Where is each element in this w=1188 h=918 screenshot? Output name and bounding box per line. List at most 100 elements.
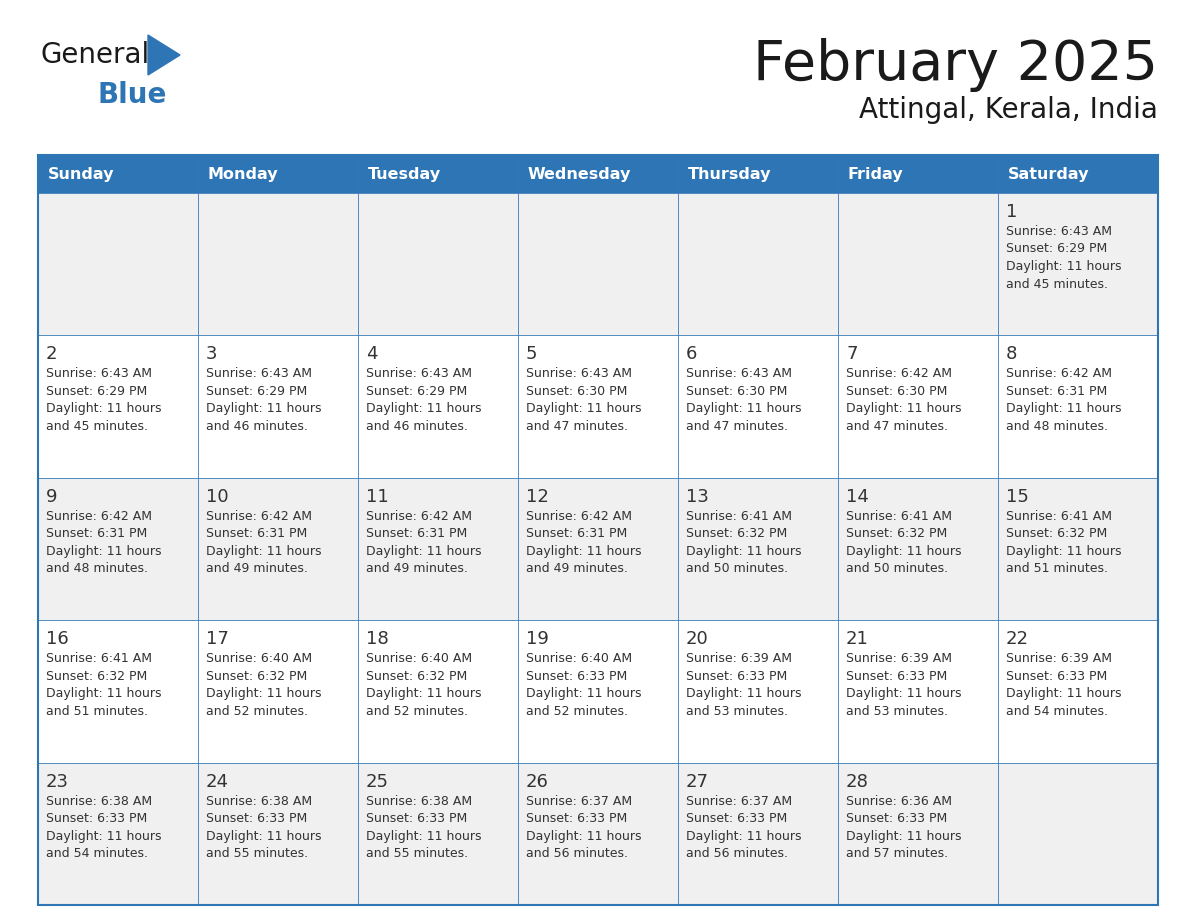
Text: Sunday: Sunday — [48, 166, 114, 182]
Text: 4: 4 — [366, 345, 378, 364]
Text: Daylight: 11 hours: Daylight: 11 hours — [206, 688, 322, 700]
Text: 23: 23 — [46, 773, 69, 790]
Text: Sunset: 6:33 PM: Sunset: 6:33 PM — [846, 812, 947, 825]
Text: and 51 minutes.: and 51 minutes. — [1006, 563, 1108, 576]
Text: 28: 28 — [846, 773, 868, 790]
Text: 10: 10 — [206, 487, 228, 506]
Text: Daylight: 11 hours: Daylight: 11 hours — [366, 402, 481, 416]
Text: Friday: Friday — [847, 166, 903, 182]
Text: 2: 2 — [46, 345, 57, 364]
Bar — [838, 621, 998, 763]
Text: Sunrise: 6:42 AM: Sunrise: 6:42 AM — [846, 367, 952, 380]
Text: 9: 9 — [46, 487, 57, 506]
Text: Sunrise: 6:41 AM: Sunrise: 6:41 AM — [685, 509, 792, 522]
Text: Sunrise: 6:43 AM: Sunrise: 6:43 AM — [366, 367, 472, 380]
Text: Daylight: 11 hours: Daylight: 11 hours — [846, 402, 961, 416]
Text: Sunset: 6:32 PM: Sunset: 6:32 PM — [846, 527, 947, 541]
Text: 21: 21 — [846, 630, 868, 648]
Bar — [678, 763, 838, 905]
Bar — [518, 621, 678, 763]
Text: Sunset: 6:32 PM: Sunset: 6:32 PM — [1006, 527, 1107, 541]
Bar — [518, 193, 678, 335]
Text: and 49 minutes.: and 49 minutes. — [526, 563, 628, 576]
Text: Daylight: 11 hours: Daylight: 11 hours — [206, 544, 322, 558]
Text: Sunset: 6:33 PM: Sunset: 6:33 PM — [46, 812, 147, 825]
Text: 7: 7 — [846, 345, 858, 364]
Text: Sunset: 6:30 PM: Sunset: 6:30 PM — [846, 385, 947, 397]
Text: Daylight: 11 hours: Daylight: 11 hours — [46, 688, 162, 700]
Bar — [518, 477, 678, 621]
Text: and 47 minutes.: and 47 minutes. — [526, 420, 628, 433]
Text: Daylight: 11 hours: Daylight: 11 hours — [46, 402, 162, 416]
Text: Saturday: Saturday — [1007, 166, 1089, 182]
Text: Daylight: 11 hours: Daylight: 11 hours — [526, 402, 642, 416]
Text: Sunset: 6:32 PM: Sunset: 6:32 PM — [206, 670, 308, 683]
Text: 22: 22 — [1006, 630, 1029, 648]
Text: February 2025: February 2025 — [753, 38, 1158, 92]
Bar — [358, 477, 518, 621]
Text: and 47 minutes.: and 47 minutes. — [685, 420, 788, 433]
Text: Daylight: 11 hours: Daylight: 11 hours — [1006, 544, 1121, 558]
Text: Sunrise: 6:42 AM: Sunrise: 6:42 AM — [366, 509, 472, 522]
Bar — [38, 155, 198, 193]
Text: Sunset: 6:33 PM: Sunset: 6:33 PM — [685, 670, 788, 683]
Text: Attingal, Kerala, India: Attingal, Kerala, India — [859, 96, 1158, 124]
Text: Sunrise: 6:40 AM: Sunrise: 6:40 AM — [526, 652, 632, 666]
Text: Daylight: 11 hours: Daylight: 11 hours — [366, 544, 481, 558]
Text: Sunset: 6:31 PM: Sunset: 6:31 PM — [46, 527, 147, 541]
Bar — [838, 155, 998, 193]
Text: and 45 minutes.: and 45 minutes. — [46, 420, 148, 433]
Bar — [838, 477, 998, 621]
Text: Daylight: 11 hours: Daylight: 11 hours — [685, 544, 802, 558]
Bar — [678, 477, 838, 621]
Text: Sunrise: 6:39 AM: Sunrise: 6:39 AM — [846, 652, 952, 666]
Text: and 49 minutes.: and 49 minutes. — [366, 563, 468, 576]
Text: Sunrise: 6:41 AM: Sunrise: 6:41 AM — [1006, 509, 1112, 522]
Text: Sunset: 6:31 PM: Sunset: 6:31 PM — [526, 527, 627, 541]
Text: Sunset: 6:29 PM: Sunset: 6:29 PM — [46, 385, 147, 397]
Text: Sunrise: 6:43 AM: Sunrise: 6:43 AM — [206, 367, 312, 380]
Bar — [678, 621, 838, 763]
Text: and 54 minutes.: and 54 minutes. — [1006, 705, 1108, 718]
Text: Sunset: 6:33 PM: Sunset: 6:33 PM — [1006, 670, 1107, 683]
Bar — [358, 193, 518, 335]
Text: Sunrise: 6:42 AM: Sunrise: 6:42 AM — [526, 509, 632, 522]
Text: Daylight: 11 hours: Daylight: 11 hours — [526, 688, 642, 700]
Text: Daylight: 11 hours: Daylight: 11 hours — [685, 688, 802, 700]
Text: and 55 minutes.: and 55 minutes. — [366, 847, 468, 860]
Text: Daylight: 11 hours: Daylight: 11 hours — [846, 544, 961, 558]
Text: and 53 minutes.: and 53 minutes. — [846, 705, 948, 718]
Text: Sunrise: 6:37 AM: Sunrise: 6:37 AM — [685, 795, 792, 808]
Text: Sunrise: 6:38 AM: Sunrise: 6:38 AM — [46, 795, 152, 808]
Text: and 52 minutes.: and 52 minutes. — [366, 705, 468, 718]
Bar — [358, 621, 518, 763]
Text: 16: 16 — [46, 630, 69, 648]
Text: and 51 minutes.: and 51 minutes. — [46, 705, 148, 718]
Text: 27: 27 — [685, 773, 709, 790]
Bar — [38, 621, 198, 763]
Text: Sunrise: 6:43 AM: Sunrise: 6:43 AM — [685, 367, 792, 380]
Text: 6: 6 — [685, 345, 697, 364]
Bar — [998, 763, 1158, 905]
Bar — [358, 335, 518, 477]
Bar — [198, 193, 358, 335]
Text: Tuesday: Tuesday — [367, 166, 441, 182]
Text: 14: 14 — [846, 487, 868, 506]
Text: Sunrise: 6:38 AM: Sunrise: 6:38 AM — [366, 795, 472, 808]
Text: and 46 minutes.: and 46 minutes. — [366, 420, 468, 433]
Text: 12: 12 — [526, 487, 549, 506]
Text: Daylight: 11 hours: Daylight: 11 hours — [1006, 260, 1121, 273]
Text: Sunset: 6:33 PM: Sunset: 6:33 PM — [526, 670, 627, 683]
Text: 1: 1 — [1006, 203, 1017, 221]
Bar — [38, 335, 198, 477]
Text: and 47 minutes.: and 47 minutes. — [846, 420, 948, 433]
Text: Monday: Monday — [208, 166, 278, 182]
Bar — [38, 763, 198, 905]
Bar — [38, 477, 198, 621]
Text: Sunset: 6:33 PM: Sunset: 6:33 PM — [685, 812, 788, 825]
Text: Daylight: 11 hours: Daylight: 11 hours — [366, 830, 481, 843]
Text: and 50 minutes.: and 50 minutes. — [685, 563, 788, 576]
Bar — [838, 335, 998, 477]
Text: Blue: Blue — [97, 81, 168, 109]
Text: Daylight: 11 hours: Daylight: 11 hours — [1006, 402, 1121, 416]
